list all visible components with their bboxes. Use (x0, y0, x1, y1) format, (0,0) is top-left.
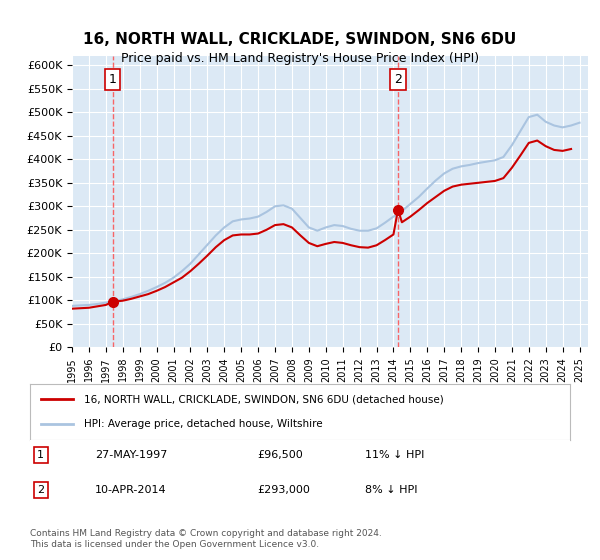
Text: 11% ↓ HPI: 11% ↓ HPI (365, 450, 424, 460)
Text: 10-APR-2014: 10-APR-2014 (95, 485, 166, 495)
Text: 2: 2 (394, 73, 402, 86)
Text: 16, NORTH WALL, CRICKLADE, SWINDON, SN6 6DU (detached house): 16, NORTH WALL, CRICKLADE, SWINDON, SN6 … (84, 394, 444, 404)
Text: £293,000: £293,000 (257, 485, 310, 495)
Text: Contains HM Land Registry data © Crown copyright and database right 2024.
This d: Contains HM Land Registry data © Crown c… (30, 529, 382, 549)
Text: 27-MAY-1997: 27-MAY-1997 (95, 450, 167, 460)
Text: 2: 2 (37, 485, 44, 495)
Text: 1: 1 (37, 450, 44, 460)
Text: HPI: Average price, detached house, Wiltshire: HPI: Average price, detached house, Wilt… (84, 419, 323, 429)
Text: 16, NORTH WALL, CRICKLADE, SWINDON, SN6 6DU: 16, NORTH WALL, CRICKLADE, SWINDON, SN6 … (83, 32, 517, 46)
Text: 1: 1 (109, 73, 116, 86)
Text: 8% ↓ HPI: 8% ↓ HPI (365, 485, 418, 495)
Text: £96,500: £96,500 (257, 450, 302, 460)
Text: Price paid vs. HM Land Registry's House Price Index (HPI): Price paid vs. HM Land Registry's House … (121, 52, 479, 66)
